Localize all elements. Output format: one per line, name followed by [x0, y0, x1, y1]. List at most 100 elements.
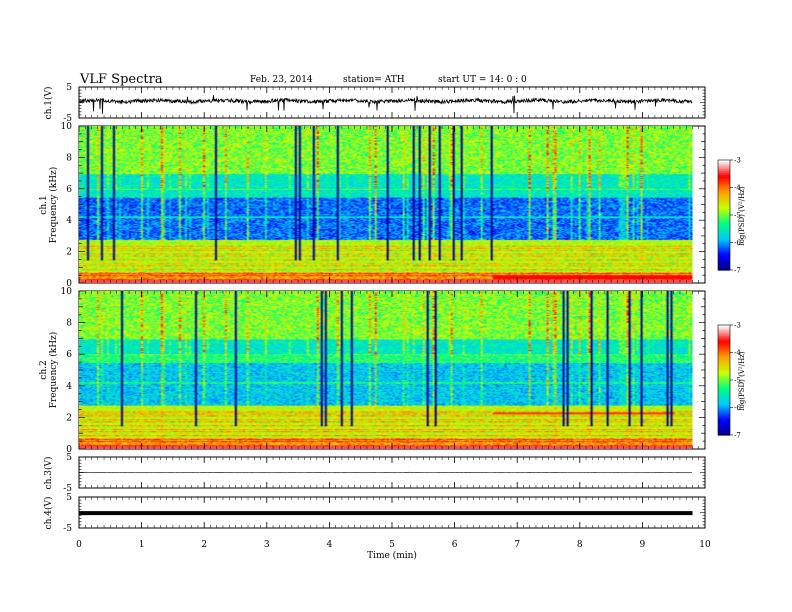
ch2-colorbar-label-group: log(PSD) (V²/Hz): [738, 351, 746, 410]
colorbars: -3 -4 -5 -6 -7 -3 -4 -5 -6 -7: [717, 157, 741, 440]
y-tick-label: 0: [66, 279, 72, 289]
colorbar-swatch: [718, 204, 730, 207]
colorbar-swatch: [718, 174, 730, 178]
colorbar-swatch: [718, 160, 730, 163]
ch3-ylabel: ch.3(V): [43, 457, 54, 490]
colorbar-swatch: [718, 233, 730, 236]
colorbar-swatch: [718, 220, 730, 223]
colorbar-swatch: [718, 207, 730, 211]
colorbar-swatch: [718, 189, 730, 192]
colorbar-swatch: [718, 163, 730, 167]
colorbar-swatch: [718, 330, 730, 333]
colorbar-swatch: [718, 431, 730, 434]
ch3-ylabel-group: ch.3(V): [43, 457, 54, 490]
colorbar-swatch: [718, 427, 730, 431]
y-tick-label: 10: [61, 122, 73, 132]
ch1-colorbar-label-group: log(PSD) (V²/Hz): [738, 186, 746, 245]
colorbar-swatch: [718, 165, 730, 168]
colorbar-swatch: [718, 411, 730, 414]
y-tick-label: 8: [66, 153, 72, 163]
colorbar-swatch: [718, 367, 730, 370]
y-tick-label: -5: [63, 484, 72, 494]
colorbar-swatch: [718, 372, 730, 376]
colorbar-swatch: [718, 394, 730, 398]
y-tick-label: 5: [66, 453, 72, 463]
colorbar-swatch: [718, 341, 730, 344]
x-tick-label: 10: [699, 540, 711, 550]
colorbar-swatch: [718, 422, 730, 425]
colorbar-swatch: [718, 356, 730, 359]
colorbar-swatch: [718, 405, 730, 409]
ch3-waveform-trace: [78, 471, 693, 474]
colorbar-tick-label: -3: [734, 322, 741, 330]
ch4-waveform-trace: [79, 511, 693, 516]
colorbar-swatch: [718, 242, 730, 245]
colorbar-swatch: [718, 396, 730, 399]
colorbar-swatch: [718, 185, 730, 189]
colorbar-swatch: [718, 380, 730, 383]
x-tick-label: 2: [201, 540, 207, 550]
colorbar-swatch: [718, 237, 730, 240]
colorbar-swatch: [718, 167, 730, 170]
colorbar-swatch: [718, 359, 730, 363]
colorbar-swatch: [718, 328, 730, 332]
y-tick-label: 4: [66, 216, 72, 226]
ch2-spectrogram-image: [79, 291, 693, 449]
colorbar-swatch: [718, 251, 730, 255]
colorbar-swatch: [718, 433, 730, 436]
colorbar-swatch: [718, 255, 730, 258]
colorbar-swatch: [718, 409, 730, 412]
colorbar-swatch: [718, 227, 730, 231]
colorbar-swatch: [718, 361, 730, 365]
ch1-spec-ylabel-channel: ch.1: [39, 195, 49, 214]
colorbar-swatch: [718, 343, 730, 346]
colorbar-tick-label: -3: [734, 157, 741, 165]
colorbar-tick-label: -4: [734, 184, 741, 192]
colorbar-swatch: [718, 205, 730, 209]
colorbar-swatch: [718, 332, 730, 335]
ch1-colorbar-label: log(PSD) (V²/Hz): [738, 186, 746, 245]
ch1-ylabel-group: ch.1(V): [43, 87, 54, 120]
colorbar-swatch: [718, 194, 730, 198]
colorbar-swatch: [718, 238, 730, 242]
x-tick-label: 7: [514, 540, 520, 550]
colorbar-swatch: [718, 352, 730, 355]
y-tick-label: 8: [66, 319, 72, 329]
x-tick-label: 0: [76, 540, 82, 550]
colorbar-swatch: [718, 424, 730, 427]
colorbar-swatch: [718, 178, 730, 181]
colorbar-swatch: [718, 414, 730, 418]
colorbar-tick-label: -5: [734, 212, 741, 220]
colorbar-swatch: [718, 266, 730, 269]
colorbar-swatch: [718, 392, 730, 396]
colorbar-swatch: [718, 365, 730, 368]
colorbar-swatch: [718, 336, 730, 339]
colorbar-swatch: [718, 369, 730, 372]
colorbar-swatch: [718, 229, 730, 233]
colorbar-swatch: [718, 358, 730, 361]
date-label: Feb. 23, 2014: [250, 75, 313, 85]
y-tick-label: 0: [66, 445, 72, 455]
colorbar-swatch: [718, 400, 730, 403]
colorbar-swatch: [718, 216, 730, 220]
colorbar-swatch: [718, 224, 730, 227]
colorbar-swatch: [718, 213, 730, 216]
station-label: station= ATH: [343, 75, 405, 85]
colorbar-swatch: [718, 425, 730, 429]
colorbar-swatch: [718, 187, 730, 190]
ch4-ylabel-group: ch.4(V): [43, 497, 54, 530]
colorbar-tick-label: -7: [734, 432, 741, 440]
ch1-ylabel: ch.1(V): [43, 87, 54, 120]
colorbar-swatch: [718, 172, 730, 176]
colorbar-swatch: [718, 249, 730, 253]
colorbar-swatch: [718, 402, 730, 405]
x-tick-label: 1: [139, 540, 145, 550]
colorbar-swatch: [718, 420, 730, 423]
colorbar-swatch: [718, 429, 730, 432]
colorbar-swatch: [718, 337, 730, 341]
colorbar-swatch: [718, 176, 730, 179]
colorbar-tick-label: -4: [734, 349, 741, 357]
colorbar-swatch: [718, 246, 730, 249]
x-tick-label: 9: [640, 540, 646, 550]
x-tick-label: 4: [327, 540, 333, 550]
